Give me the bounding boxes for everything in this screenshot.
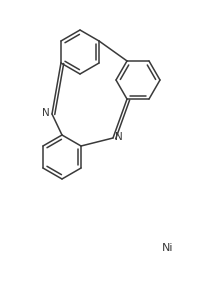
Text: N: N [42, 108, 50, 118]
Text: Ni: Ni [161, 243, 173, 253]
Text: N: N [115, 132, 122, 142]
